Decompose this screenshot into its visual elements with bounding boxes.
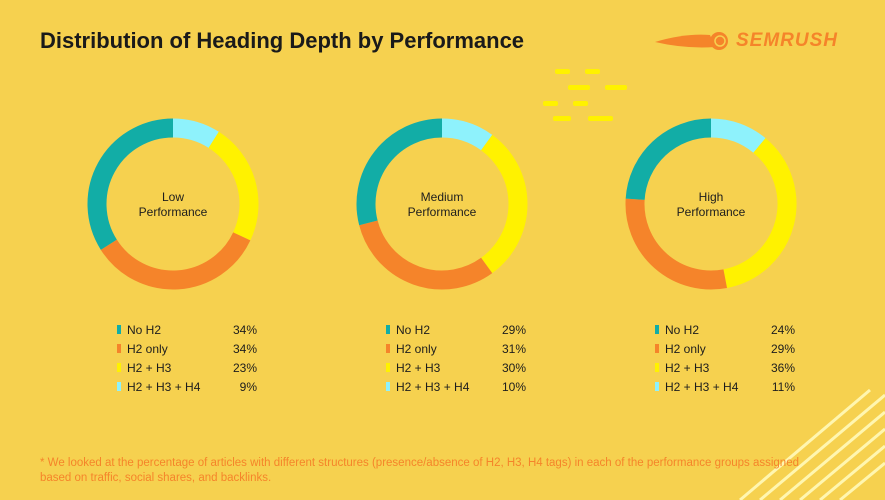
legend-label: H2 + H3 — [665, 360, 710, 375]
legend: No H2 34% H2 only 34% H2 + H3 23% H2 + H3 + H4… — [117, 320, 257, 396]
legend-item: H2 only 34% — [117, 339, 257, 358]
legend-value: 34% — [232, 341, 257, 356]
legend-label: H2 + H3 — [127, 360, 172, 375]
logo-text: SEMRUSH — [736, 30, 839, 51]
legend-item: H2 + H3 + H4 9% — [117, 377, 257, 396]
semrush-logo: SEMRUSH — [655, 30, 838, 52]
legend-value: 30% — [501, 360, 526, 375]
legend-value: 9% — [239, 379, 257, 394]
page-title: Distribution of Heading Depth by Perform… — [40, 28, 525, 53]
donut-segment-h2-h3 — [480, 134, 528, 274]
donut-segment-no-h2 — [87, 118, 174, 250]
decor-stripes — [739, 388, 885, 500]
center-label-line: High — [698, 190, 724, 204]
legend-swatch — [655, 382, 659, 391]
legend-value: 29% — [770, 341, 795, 356]
legend-item: H2 + H3 + H4 10% — [386, 377, 526, 396]
center-label-line: Performance — [676, 205, 746, 219]
legend-label: H2 only — [127, 341, 168, 356]
donut-segment-h2-h3-h4 — [441, 118, 493, 151]
legend-value: 34% — [232, 322, 257, 337]
donut-segment-h2-h3-h4 — [172, 118, 219, 149]
legend-value: 36% — [770, 360, 795, 375]
legend-label: H2 + H3 + H4 — [127, 379, 201, 394]
legend-item: H2 + H3 36% — [655, 358, 795, 377]
donut-segment-h2-h3 — [208, 131, 259, 241]
legend-label: H2 only — [396, 341, 437, 356]
donut-segment-no-h2 — [625, 118, 712, 201]
center-label-line: Low — [161, 190, 184, 204]
legend-swatch — [386, 382, 390, 391]
legend-item: No H2 24% — [655, 320, 795, 339]
legend-value: 31% — [501, 341, 526, 356]
donut-segment-h2-h3-h4 — [710, 118, 766, 153]
legend-swatch — [117, 325, 121, 334]
center-label-line: Medium — [420, 190, 464, 204]
legend-swatch — [117, 363, 121, 372]
legend-value: 11% — [771, 379, 795, 394]
legend-swatch — [655, 363, 659, 372]
fireball-icon — [655, 32, 728, 50]
legend: No H2 24% H2 only 29% H2 + H3 36% H2 + H3 + H4… — [655, 320, 795, 396]
donut-segment-h2-only — [625, 198, 728, 290]
legend-label: H2 + H3 + H4 — [665, 379, 739, 394]
legend-swatch — [386, 363, 390, 372]
legend-label: H2 + H3 + H4 — [396, 379, 470, 394]
legend-item: H2 + H3 30% — [386, 358, 526, 377]
legend-swatch — [386, 325, 390, 334]
legend-value: 10% — [501, 379, 526, 394]
legend-item: H2 only 29% — [655, 339, 795, 358]
donut-segment-h2-only — [100, 232, 251, 290]
legend-label: No H2 — [665, 322, 700, 337]
legend-label: No H2 — [396, 322, 431, 337]
legend-item: H2 + H3 + H4 11% — [655, 377, 795, 396]
legend-swatch — [386, 344, 390, 353]
legend-swatch — [117, 382, 121, 391]
legend-label: H2 only — [665, 341, 706, 356]
legend-value: 29% — [501, 322, 526, 337]
donut-center-label: Medium Performance — [382, 190, 502, 220]
donut-center-label: High Performance — [651, 190, 771, 220]
legend-item: H2 only 31% — [386, 339, 526, 358]
legend: No H2 29% H2 only 31% H2 + H3 30% H2 + H3 + H4… — [386, 320, 526, 396]
legend-value: 24% — [770, 322, 795, 337]
legend-swatch — [655, 325, 659, 334]
footnote: * We looked at the percentage of article… — [40, 457, 799, 484]
legend-label: No H2 — [127, 322, 162, 337]
legend-item: No H2 29% — [386, 320, 526, 339]
legend-item: No H2 34% — [117, 320, 257, 339]
legend-swatch — [117, 344, 121, 353]
legend-item: H2 + H3 23% — [117, 358, 257, 377]
donut-segment-h2-only — [359, 220, 493, 290]
donut-center-label: Low Performance — [113, 190, 233, 220]
center-label-line: Performance — [138, 205, 208, 219]
legend-swatch — [655, 344, 659, 353]
legend-value: 23% — [232, 360, 257, 375]
donut-segment-no-h2 — [356, 118, 443, 226]
donut-segment-h2-h3 — [723, 138, 797, 288]
decor-dashes — [543, 69, 627, 121]
legend-label: H2 + H3 — [396, 360, 441, 375]
center-label-line: Performance — [407, 205, 477, 219]
